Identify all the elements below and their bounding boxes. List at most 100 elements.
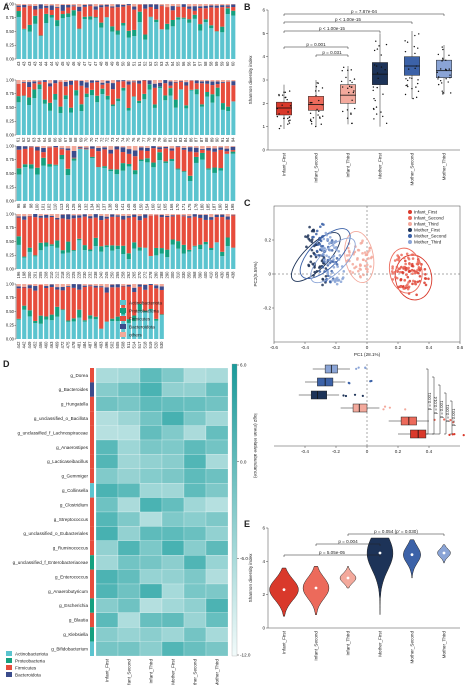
a-sample-label: 47 bbox=[93, 61, 98, 66]
b-point bbox=[278, 127, 281, 130]
b-point bbox=[276, 115, 279, 118]
c-ellipse bbox=[394, 254, 433, 301]
c-point bbox=[357, 269, 360, 273]
a-sample-label: 460 bbox=[43, 341, 48, 349]
a-bar-proteobacteria bbox=[158, 86, 163, 89]
a-sample-label: 57 bbox=[197, 61, 202, 66]
a-bar-actinobacteriota bbox=[58, 112, 63, 135]
a-bar-bacteroidota bbox=[138, 147, 144, 151]
b-point bbox=[413, 45, 415, 48]
a-bar-others bbox=[225, 4, 230, 6]
c-point bbox=[335, 263, 339, 266]
a-bar-bacteroidota bbox=[104, 287, 109, 293]
a-bar-bacteroidota bbox=[49, 284, 54, 288]
c-point bbox=[369, 265, 372, 268]
a-sample-label: 484 bbox=[82, 341, 87, 349]
b-point bbox=[350, 86, 353, 88]
c-point bbox=[391, 265, 394, 268]
a-bar-actinobacteriota bbox=[145, 162, 150, 201]
a-sample-label: 44 bbox=[49, 61, 54, 66]
a-bar-bacteroidota bbox=[157, 147, 162, 150]
a-bar-others bbox=[203, 4, 208, 6]
a-bar-bacteroidota bbox=[231, 81, 236, 86]
a-bar-proteobacteria bbox=[93, 237, 98, 247]
a-bar-actinobacteriota bbox=[55, 26, 60, 59]
a-bar-others bbox=[27, 214, 32, 216]
a-bar-actinobacteriota bbox=[66, 321, 71, 339]
a-bar-firmicutes bbox=[110, 287, 115, 319]
c-point bbox=[363, 264, 367, 268]
d-legend-label: Bacteroidota bbox=[15, 672, 41, 677]
a-bar-firmicutes bbox=[89, 82, 94, 90]
a-bar-proteobacteria bbox=[27, 310, 32, 317]
b-point bbox=[286, 98, 288, 101]
a-bar-bacteroidota bbox=[22, 146, 28, 149]
a-bar-proteobacteria bbox=[165, 249, 170, 258]
a-row-3-ytick-label: 1.00 bbox=[6, 211, 15, 216]
a-sample-label: 58 bbox=[203, 61, 208, 66]
a-bar-others bbox=[99, 214, 104, 216]
a-bar-firmicutes bbox=[214, 7, 219, 32]
a-sample-label: 69 bbox=[78, 137, 83, 142]
c-point bbox=[404, 273, 408, 276]
a-bar-firmicutes bbox=[47, 147, 52, 165]
a-row-4-ytick-label: 0.25 bbox=[6, 323, 15, 328]
a-bar-proteobacteria bbox=[132, 242, 137, 249]
b-point bbox=[373, 64, 376, 66]
a-bar-firmicutes bbox=[115, 216, 120, 246]
b-point bbox=[405, 78, 407, 80]
a-bar-proteobacteria bbox=[95, 95, 100, 103]
c2-significance-bracket bbox=[432, 376, 435, 435]
a-bar-bacteroidota bbox=[148, 284, 153, 286]
c-point bbox=[411, 272, 414, 276]
a-bar-actinobacteriota bbox=[198, 249, 203, 269]
c-point bbox=[415, 262, 419, 266]
a-bar-others bbox=[152, 80, 157, 84]
a-sample-label: 130 bbox=[77, 203, 82, 211]
a-bar-proteobacteria bbox=[142, 93, 147, 100]
a-bar-others bbox=[132, 146, 138, 151]
a-bar-others bbox=[55, 284, 60, 288]
a-bar-actinobacteriota bbox=[65, 175, 71, 201]
c-point bbox=[345, 254, 349, 257]
a-bar-firmicutes bbox=[205, 83, 210, 93]
b-point bbox=[376, 86, 378, 89]
a-bar-firmicutes bbox=[173, 82, 178, 100]
c-point bbox=[321, 249, 325, 252]
a-bar-firmicutes bbox=[82, 286, 87, 321]
a-bar-firmicutes bbox=[110, 216, 115, 246]
a-bar-actinobacteriota bbox=[231, 101, 236, 135]
a-bar-firmicutes bbox=[38, 285, 43, 316]
a-bar-firmicutes bbox=[65, 150, 71, 169]
a-bar-actinobacteriota bbox=[181, 172, 187, 201]
b-box bbox=[308, 96, 324, 111]
b-point bbox=[373, 118, 375, 120]
a-bar-firmicutes bbox=[74, 80, 79, 91]
d-phylum-bar bbox=[90, 497, 94, 512]
b-point bbox=[380, 111, 382, 113]
a-bar-actinobacteriota bbox=[212, 172, 217, 201]
b-point bbox=[442, 93, 444, 95]
a-bar-firmicutes bbox=[82, 6, 87, 17]
a-bar-proteobacteria bbox=[53, 164, 59, 166]
a-sample-label: 63 bbox=[31, 137, 36, 142]
c-point bbox=[315, 249, 319, 253]
a-sample-label: 44 bbox=[38, 61, 43, 66]
a-bar-firmicutes bbox=[189, 80, 194, 90]
a-bar-firmicutes bbox=[175, 147, 181, 169]
d-colorbar-label: log2 (mean relative abundance) bbox=[253, 413, 258, 478]
panel-label-b: B bbox=[244, 2, 251, 12]
a-bar-actinobacteriota bbox=[206, 169, 211, 201]
b-point bbox=[405, 84, 407, 87]
a-sample-label: 56 bbox=[186, 61, 191, 66]
b-point bbox=[322, 115, 324, 117]
a-row-0-ytick-label: 1.00 bbox=[6, 1, 15, 6]
a-legend-label: others bbox=[129, 332, 142, 337]
a-bar-firmicutes bbox=[48, 86, 53, 103]
a-bar-firmicutes bbox=[93, 9, 98, 18]
a-sample-label: 94 bbox=[230, 137, 235, 142]
a-bar-actinobacteriota bbox=[220, 32, 225, 59]
a-bar-others bbox=[159, 214, 164, 215]
a-bar-bacteroidota bbox=[66, 5, 71, 8]
